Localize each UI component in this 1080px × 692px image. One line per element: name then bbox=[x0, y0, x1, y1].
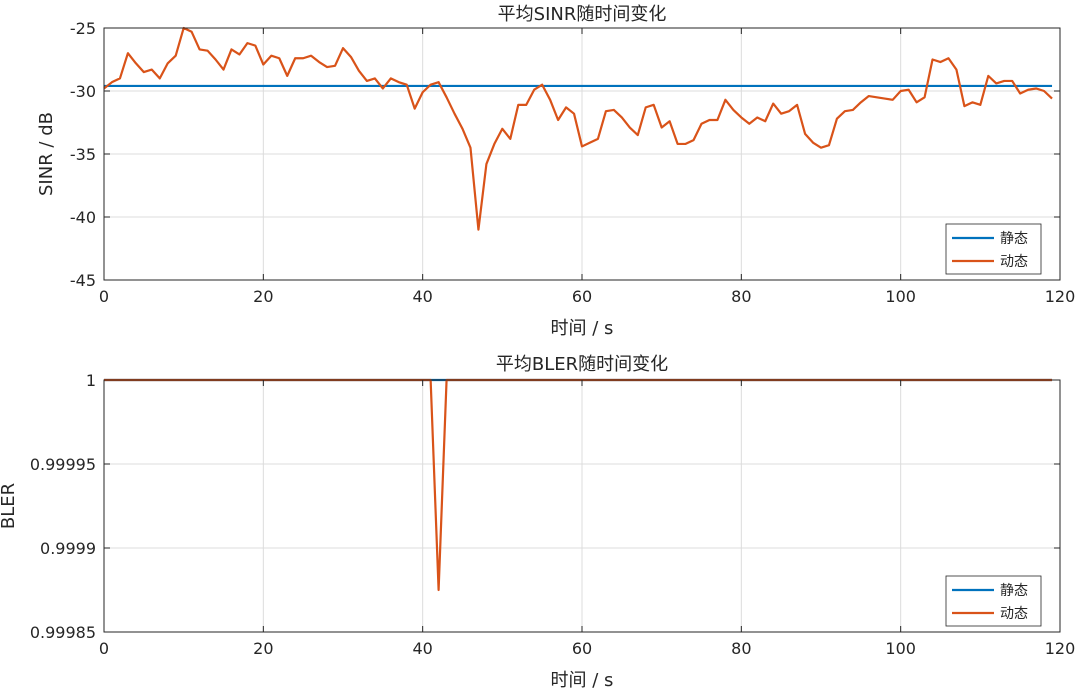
y-tick-label: 0.99985 bbox=[30, 623, 96, 642]
x-tick-label: 40 bbox=[412, 287, 432, 306]
x-tick-label: 120 bbox=[1045, 639, 1076, 658]
y-tick-label: -25 bbox=[70, 19, 96, 38]
x-tick-label: 80 bbox=[731, 639, 751, 658]
legend-label: 静态 bbox=[1000, 231, 1028, 247]
x-tick-label: 80 bbox=[731, 287, 751, 306]
x-axis-label: 时间 / s bbox=[551, 670, 614, 691]
x-tick-label: 60 bbox=[572, 287, 592, 306]
series-line-动态 bbox=[103, 26, 1053, 231]
y-tick-label: -30 bbox=[70, 82, 96, 101]
y-axis-label: SINR / dB bbox=[36, 112, 57, 196]
y-tick-label: -35 bbox=[70, 145, 96, 164]
x-tick-label: 40 bbox=[412, 639, 432, 658]
x-tick-label: 20 bbox=[253, 639, 273, 658]
chart-title: 平均SINR随时间变化 bbox=[498, 4, 667, 25]
y-tick-label: 1 bbox=[86, 371, 96, 390]
y-tick-label: -45 bbox=[70, 271, 96, 290]
x-tick-label: 120 bbox=[1045, 287, 1076, 306]
legend-label: 动态 bbox=[1000, 606, 1028, 622]
x-axis-label: 时间 / s bbox=[551, 318, 614, 339]
chart-1: 0 20 40 60 80 100 120 -45 -40 -35 -30 -25 平均SINR随时间变… bbox=[36, 4, 1075, 339]
x-tick-label: 100 bbox=[885, 287, 916, 306]
chart-title: 平均BLER随时间变化 bbox=[496, 354, 668, 375]
legend-label: 静态 bbox=[1000, 583, 1028, 599]
y-tick-label: 0.99995 bbox=[30, 455, 96, 474]
x-tick-label: 20 bbox=[253, 287, 273, 306]
legend-box bbox=[945, 223, 1042, 275]
x-tick-label: 60 bbox=[572, 639, 592, 658]
y-tick-label: -40 bbox=[70, 208, 96, 227]
legend-box bbox=[945, 575, 1042, 627]
chart-2: 0 20 40 60 80 100 120 0.99985 0.9999 0.99995 1 平均BL… bbox=[0, 354, 1075, 691]
x-tick-label: 0 bbox=[99, 287, 109, 306]
y-axis-label: BLER bbox=[0, 483, 19, 529]
x-tick-label: 100 bbox=[885, 639, 916, 658]
x-tick-label: 0 bbox=[99, 639, 109, 658]
y-tick-label: 0.9999 bbox=[40, 539, 96, 558]
legend-label: 动态 bbox=[1000, 254, 1028, 270]
